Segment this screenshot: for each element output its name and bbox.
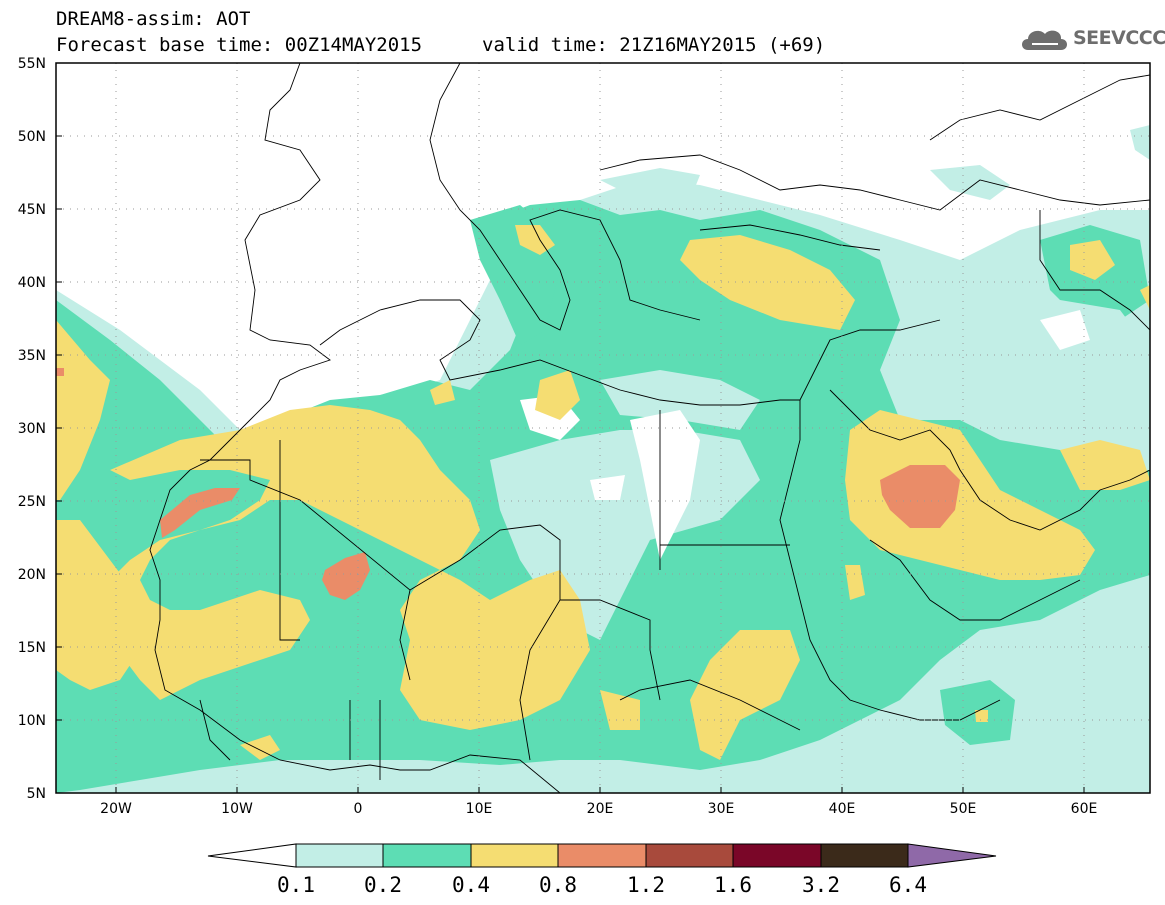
lat-label-15n: 15N [18,640,46,656]
lat-label-30n: 30N [18,421,46,437]
colorbar-segment-2 [470,843,559,868]
legend-label-0: 0.1 [277,873,315,897]
legend-label-1: 0.2 [364,873,402,897]
title-line-1: DREAM8-assim: AOT [56,8,251,30]
colorbar-segment-6 [820,843,909,868]
lon-label-50e: 50E [950,801,977,817]
lat-label-5n: 5N [27,786,46,802]
lat-label-50n: 50N [18,129,46,145]
coastlines [149,63,1150,793]
colorbar-segment-1 [382,843,472,868]
legend-label-2: 0.4 [452,873,490,897]
lon-label-30e: 30E [708,801,735,817]
legend-label-6: 3.2 [802,873,840,897]
cloud-logo-icon [1022,30,1067,50]
lat-label-55n: 55N [18,56,46,72]
lon-label-60e: 60E [1071,801,1098,817]
forecast-base-time: Forecast base time: 00Z14MAY2015 [56,34,423,56]
lat-label-25n: 25N [18,494,46,510]
lon-label-0: 0 [354,801,363,817]
colorbar-high-arrow [907,843,997,868]
legend-label-7: 6.4 [889,873,927,897]
colorbar-segment-3 [557,843,647,868]
legend-label-4: 1.2 [627,873,665,897]
legend-label-3: 0.8 [539,873,577,897]
lon-label-20w: 20W [100,801,132,817]
axis-ticks [56,62,1085,794]
colorbar-segment-4 [645,843,734,868]
lat-label-20n: 20N [18,567,46,583]
lat-label-35n: 35N [18,348,46,364]
legend-label-5: 1.6 [714,873,752,897]
colorbar-segment-5 [732,843,822,868]
lat-label-45n: 45N [18,202,46,218]
lon-label-10w: 10W [221,801,253,817]
seevccc-logo: SEEVCCC [1018,24,1165,54]
lat-label-40n: 40N [18,275,46,291]
valid-time: valid time: 21Z16MAY2015 (+69) [482,34,826,56]
graticule [56,63,1150,793]
colorbar-segment-0 [295,843,384,868]
colorbar [207,843,997,868]
lat-label-10n: 10N [18,713,46,729]
lon-label-20e: 20E [587,801,614,817]
lon-label-10e: 10E [466,801,493,817]
lon-label-40e: 40E [829,801,856,817]
colorbar-low-arrow [207,843,297,868]
logo-text: SEEVCCC [1073,27,1165,49]
